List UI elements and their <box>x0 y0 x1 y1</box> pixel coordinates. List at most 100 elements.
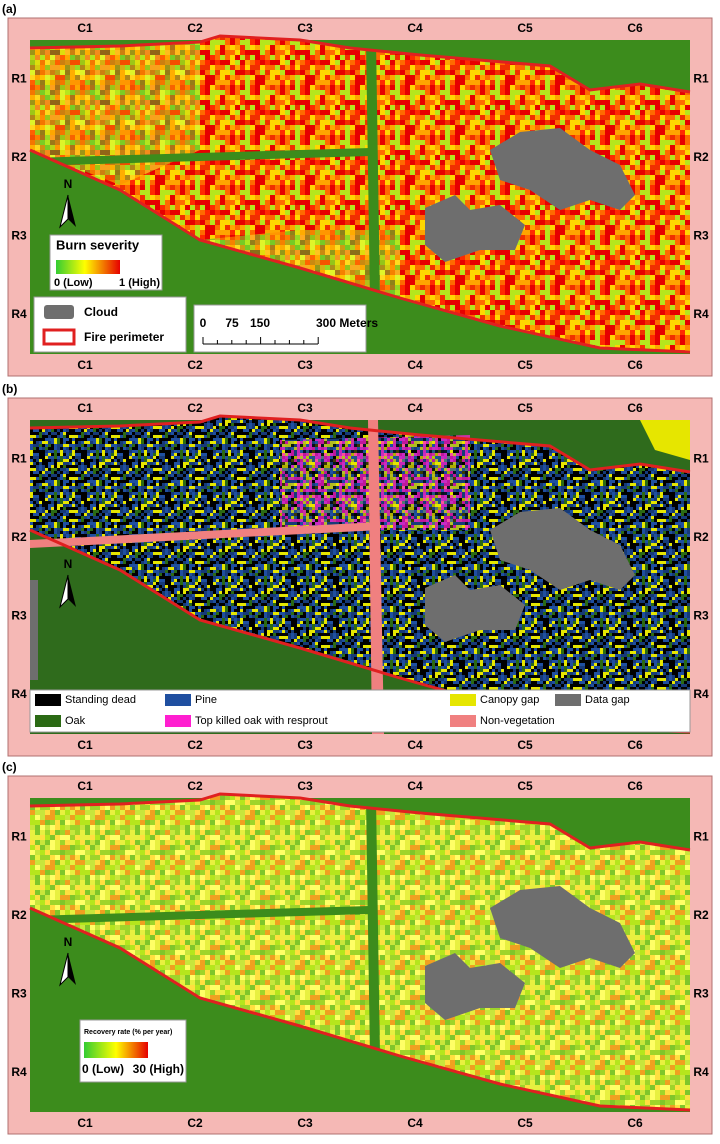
column-label: C5 <box>517 738 533 752</box>
legend-item: Data gap <box>585 694 630 706</box>
north-label: N <box>64 557 73 571</box>
cloud <box>490 128 635 210</box>
column-label: C6 <box>627 738 643 752</box>
column-label: C3 <box>297 21 313 35</box>
fire-perimeter <box>29 906 691 1112</box>
row-label: R2 <box>11 530 27 544</box>
row-label: R2 <box>11 150 27 164</box>
column-label: C5 <box>517 1116 533 1130</box>
scale-label: 300 Meters <box>316 316 378 330</box>
column-label: C2 <box>187 401 203 415</box>
column-label: C6 <box>627 401 643 415</box>
row-label: R3 <box>693 228 709 242</box>
row-label: R3 <box>11 228 27 242</box>
column-label: C3 <box>297 738 313 752</box>
cloud <box>425 575 525 642</box>
column-label: C4 <box>407 738 423 752</box>
row-label: R2 <box>693 530 709 544</box>
row-label: R2 <box>693 150 709 164</box>
row-label: R1 <box>693 829 709 843</box>
column-label: C6 <box>627 358 643 372</box>
column-label: C1 <box>77 401 93 415</box>
column-label: C6 <box>627 21 643 35</box>
column-label: C4 <box>407 358 423 372</box>
legend-swatch <box>450 694 476 706</box>
legend-high: 1 (High) <box>119 277 160 289</box>
legend-swatch <box>450 715 476 727</box>
column-label: C3 <box>297 401 313 415</box>
column-label: C1 <box>77 1116 93 1130</box>
legend-low: 0 (Low) <box>82 1062 124 1076</box>
legend-gradient <box>56 260 120 274</box>
legend-title: Burn severity <box>56 237 140 252</box>
column-label: C1 <box>77 779 93 793</box>
row-label: R4 <box>693 687 709 701</box>
column-label: C4 <box>407 1116 423 1130</box>
fire-perimeter <box>29 34 691 94</box>
row-label: R3 <box>11 608 27 622</box>
row-label: R1 <box>693 71 709 85</box>
legend-item: Non-vegetation <box>480 715 555 727</box>
row-label: R1 <box>693 451 709 465</box>
road <box>30 906 370 924</box>
burn-area <box>30 794 690 1110</box>
row-label: R4 <box>693 1065 709 1079</box>
low-severity-area <box>30 42 200 185</box>
legend-high: 30 (High) <box>133 1062 184 1076</box>
north-arrow <box>68 195 76 227</box>
scale-label: 150 <box>250 316 270 330</box>
legend-gradient <box>84 1042 148 1058</box>
legend-item: Top killed oak with resprout <box>195 715 328 727</box>
column-label: C2 <box>187 21 203 35</box>
column-label: C5 <box>517 358 533 372</box>
legend-item: Cloud <box>84 305 118 319</box>
legend-swatch <box>35 694 61 706</box>
north-label: N <box>64 935 73 949</box>
row-label: R3 <box>693 986 709 1000</box>
column-label: C5 <box>517 779 533 793</box>
legend-swatch <box>165 715 191 727</box>
data-gap <box>30 580 38 680</box>
fire-perimeter <box>29 414 691 474</box>
row-label: R4 <box>11 687 27 701</box>
canopy-gap-patch <box>640 420 690 460</box>
column-label: C2 <box>187 358 203 372</box>
north-arrow <box>68 575 76 607</box>
column-label: C5 <box>517 21 533 35</box>
column-label: C1 <box>77 738 93 752</box>
panel-label: (b) <box>2 382 17 396</box>
legend-swatch <box>165 694 191 706</box>
legend-swatch <box>42 328 76 346</box>
row-label: R3 <box>11 986 27 1000</box>
legend-item: Canopy gap <box>480 694 539 706</box>
column-label: C3 <box>297 358 313 372</box>
north-label: N <box>64 177 73 191</box>
column-label: C3 <box>297 1116 313 1130</box>
road <box>30 148 370 166</box>
column-label: C4 <box>407 779 423 793</box>
cloud <box>490 886 635 968</box>
column-label: C6 <box>627 779 643 793</box>
cloud <box>490 508 635 590</box>
low-severity-area <box>200 230 400 298</box>
column-label: C1 <box>77 21 93 35</box>
column-label: C2 <box>187 1116 203 1130</box>
row-label: R2 <box>11 908 27 922</box>
legend-item: Fire perimeter <box>84 330 164 344</box>
column-label: C6 <box>627 1116 643 1130</box>
cloud <box>425 953 525 1020</box>
legend-item: Oak <box>65 715 86 727</box>
fire-perimeter <box>29 792 691 852</box>
row-label: R1 <box>11 451 27 465</box>
column-label: C3 <box>297 779 313 793</box>
road <box>366 798 380 1058</box>
row-label: R4 <box>693 307 709 321</box>
panel-label: (c) <box>2 760 17 774</box>
legend-low: 0 (Low) <box>54 277 93 289</box>
legend-swatch <box>555 694 581 706</box>
road <box>368 420 384 734</box>
row-label: R1 <box>11 829 27 843</box>
row-label: R4 <box>11 307 27 321</box>
north-arrow <box>68 953 76 985</box>
